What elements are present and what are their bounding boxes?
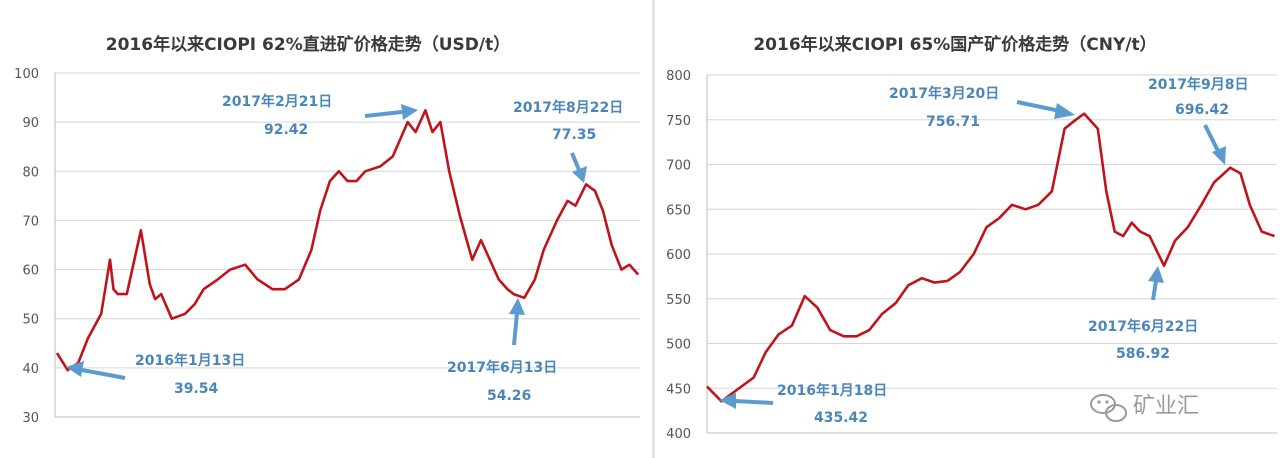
y-tick-label: 60 <box>22 264 39 279</box>
annotation-date: 2017年6月22日 <box>1088 318 1198 335</box>
y-tick-label: 600 <box>666 248 691 263</box>
panel-divider <box>652 0 656 458</box>
watermark: 矿业汇 <box>1090 394 1199 422</box>
annotation: 2016年1月18日 435.42 <box>777 382 887 426</box>
annotation-date: 2017年8月22日 <box>513 99 623 116</box>
annotation-value: 92.42 <box>264 122 308 138</box>
y-tick-label: 800 <box>666 69 691 84</box>
annotation: 2017年6月22日 586.92 <box>1088 318 1198 362</box>
annotation-date: 2017年3月20日 <box>889 85 999 102</box>
annotation-value: 696.42 <box>1175 102 1229 118</box>
annotation: 2017年3月20日 756.71 <box>889 85 999 130</box>
y-tick-label: 100 <box>14 67 39 82</box>
y-tick-label: 450 <box>666 382 691 397</box>
annotation-date: 2017年6月13日 <box>447 359 557 376</box>
chart-usd-panel: 2016年以来CIOPI 62%直进矿价格走势（USD/t） 30 40 50 60 7… <box>14 34 640 426</box>
annotation-value: 756.71 <box>926 114 980 130</box>
annotation: 2017年6月13日 54.26 <box>447 359 557 404</box>
annotation-value: 39.54 <box>174 381 219 397</box>
chart-cny: 2016年以来CIOPI 65%国产矿价格走势（CNY/t） 400 450 500… <box>666 34 1277 442</box>
annotation-date: 2017年9月8日 <box>1148 76 1248 93</box>
annotation-date: 2017年2月21日 <box>222 93 332 110</box>
arrow <box>509 298 525 346</box>
arrow <box>364 104 418 120</box>
annotation: 2017年2月21日 92.42 <box>222 93 332 138</box>
y-tick-label: 400 <box>666 427 691 442</box>
annotation-date: 2016年1月13日 <box>135 352 245 369</box>
arrow <box>66 361 126 380</box>
y-tick-label: 80 <box>22 165 39 180</box>
y-tick-label: 700 <box>666 159 691 174</box>
annotation: 2016年1月13日 39.54 <box>135 352 245 397</box>
y-tick-label: 30 <box>22 411 39 426</box>
y-tick-label: 550 <box>666 293 691 308</box>
series-line <box>706 112 1275 403</box>
annotation-date: 2016年1月18日 <box>777 382 887 399</box>
arrow <box>1016 100 1075 119</box>
annotation-value: 435.42 <box>814 410 868 426</box>
y-tick-label: 40 <box>22 362 39 377</box>
watermark-text: 矿业汇 <box>1133 394 1199 419</box>
chart-title: 2016年以来CIOPI 62%直进矿价格走势（USD/t） <box>106 34 510 55</box>
arrow <box>1203 124 1226 165</box>
annotation-value: 77.35 <box>552 127 596 143</box>
chart-cny-panel: 2016年以来CIOPI 65%国产矿价格走势（CNY/t） 400 450 500… <box>655 0 1280 458</box>
y-tick-label: 650 <box>666 203 691 218</box>
chart-title: 2016年以来CIOPI 65%国产矿价格走势（CNY/t） <box>753 34 1156 55</box>
y-tick-label: 90 <box>22 116 39 131</box>
annotation-value: 586.92 <box>1116 346 1170 362</box>
y-tick-label: 50 <box>22 313 39 328</box>
wechat-icon <box>1090 394 1127 422</box>
annotation-value: 54.26 <box>487 388 531 404</box>
y-tick-label: 500 <box>666 338 691 353</box>
annotation: 2017年9月8日 696.42 <box>1148 76 1248 118</box>
chart-usd: 2016年以来CIOPI 62%直进矿价格走势（USD/t） 30 40 50 60 7… <box>14 34 640 426</box>
arrow <box>1148 266 1164 301</box>
arrow <box>719 393 774 409</box>
arrow <box>570 152 587 183</box>
y-tick-label: 70 <box>22 214 39 229</box>
series-line <box>55 109 640 372</box>
y-tick-label: 750 <box>666 114 691 129</box>
annotation: 2017年8月22日 77.35 <box>513 99 623 143</box>
